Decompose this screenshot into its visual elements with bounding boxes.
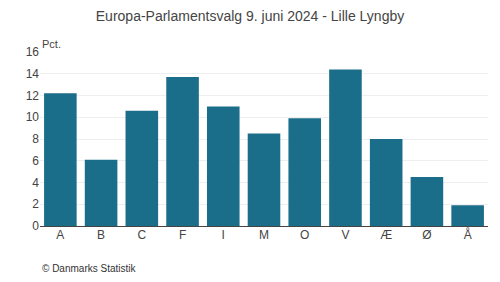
svg-text:Ø: Ø xyxy=(422,228,431,242)
svg-text:C: C xyxy=(137,228,146,242)
svg-text:8: 8 xyxy=(32,132,39,146)
svg-text:F: F xyxy=(179,228,186,242)
svg-text:A: A xyxy=(56,228,64,242)
svg-text:4: 4 xyxy=(32,176,39,190)
svg-text:0: 0 xyxy=(32,219,39,233)
svg-text:M: M xyxy=(259,228,269,242)
svg-text:V: V xyxy=(341,228,349,242)
svg-text:6: 6 xyxy=(32,154,39,168)
svg-text:Æ: Æ xyxy=(380,228,392,242)
svg-text:Europa-Parlamentsvalg 9. juni: Europa-Parlamentsvalg 9. juni 2024 - Lil… xyxy=(96,8,404,24)
svg-text:14: 14 xyxy=(26,67,40,81)
svg-text:© Danmarks Statistik: © Danmarks Statistik xyxy=(42,263,137,274)
svg-text:2: 2 xyxy=(32,197,39,211)
svg-text:I: I xyxy=(222,228,225,242)
svg-text:10: 10 xyxy=(26,110,40,124)
svg-text:B: B xyxy=(97,228,105,242)
svg-text:O: O xyxy=(300,228,309,242)
svg-text:Pct.: Pct. xyxy=(42,38,61,50)
svg-text:12: 12 xyxy=(26,89,40,103)
svg-text:Å: Å xyxy=(464,227,472,242)
svg-text:16: 16 xyxy=(26,45,40,59)
